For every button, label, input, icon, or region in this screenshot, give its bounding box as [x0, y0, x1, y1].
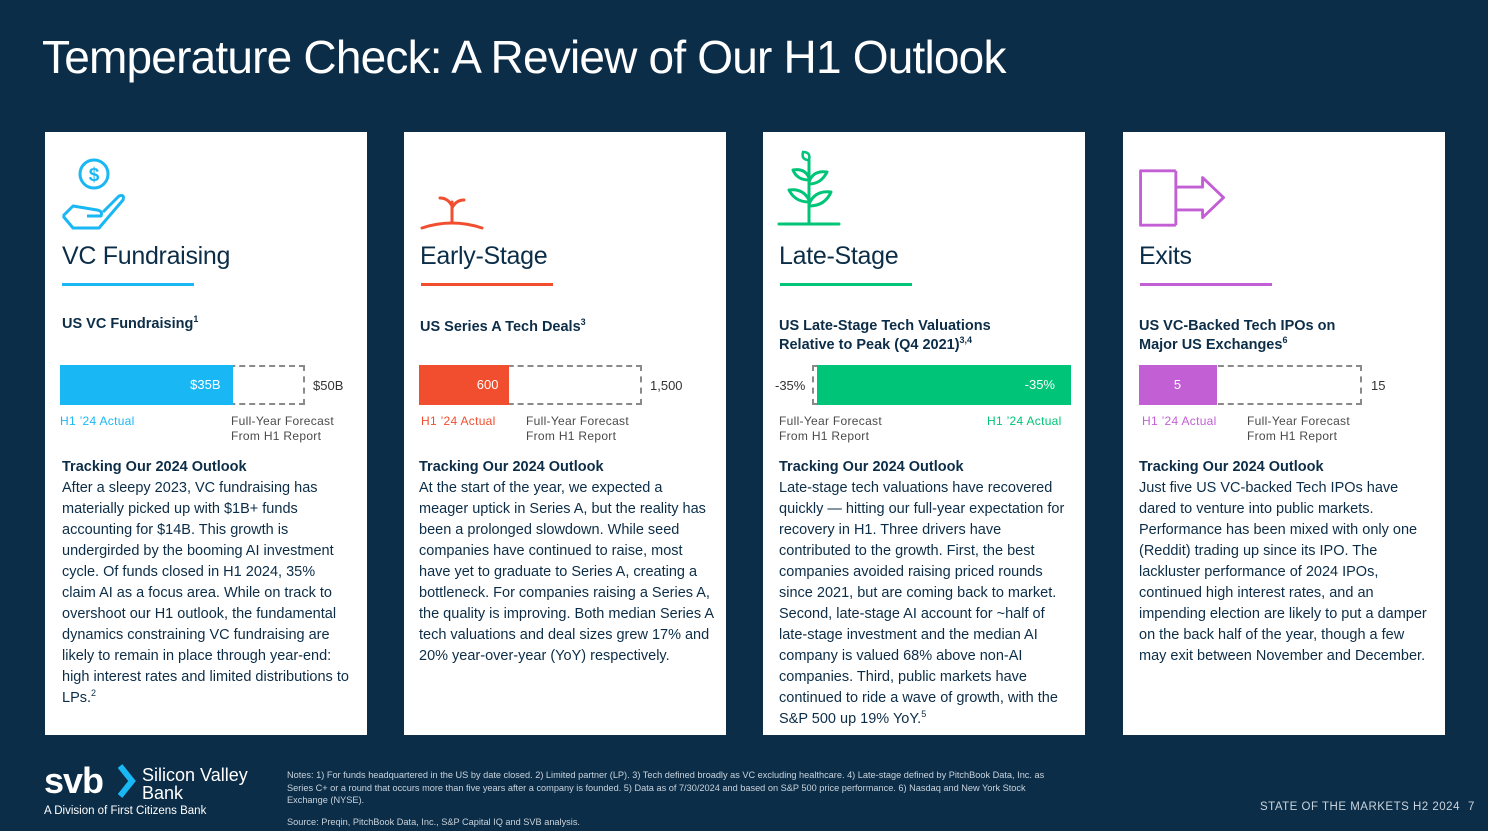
forecast-bar: 600	[418, 364, 642, 405]
actual-bar-label: 600	[476, 377, 499, 392]
logo-division: A Division of First Citizens Bank	[44, 805, 207, 817]
card-heading: Exits	[1139, 242, 1192, 270]
exit-arrow-icon	[1139, 169, 1225, 227]
forecast-value: -35%	[775, 378, 806, 393]
svg-text:$: $	[89, 165, 100, 186]
forecast-bar: 5	[1138, 364, 1362, 405]
card-body: After a sleepy 2023, VC fundraising has …	[62, 478, 352, 709]
tracking-heading: Tracking Our 2024 Outlook	[62, 459, 247, 475]
footnote-ref: 1	[193, 314, 199, 325]
legend-forecast-line1: Full-Year Forecast	[231, 414, 334, 428]
source-text: Source: Preqin, PitchBook Data, Inc., S&…	[287, 816, 580, 827]
card-early-stage: Early-Stage US Series A Tech Deals3 600 …	[404, 132, 726, 735]
legend-forecast-line2: From H1 Report	[779, 429, 870, 443]
legend-actual: H1 ’24 Actual	[1142, 414, 1217, 428]
heading-underline	[421, 283, 553, 286]
metric-title: US VC Fundraising1	[62, 315, 352, 334]
logo-name-line1: Silicon Valley	[142, 765, 248, 785]
metric-title-line2: Major US Exchanges	[1139, 337, 1283, 353]
legend-actual: H1 ’24 Actual	[60, 414, 135, 428]
heading-underline	[1140, 283, 1272, 286]
heading-underline	[780, 283, 912, 286]
legend-forecast-line1: Full-Year Forecast	[779, 414, 882, 428]
metric-title-line2: Relative to Peak (Q4 2021)	[779, 337, 960, 353]
legend-forecast: Full-Year Forecast From H1 Report	[526, 414, 629, 444]
legend-forecast-line2: From H1 Report	[526, 429, 617, 443]
logo-mark-text: svb	[44, 760, 104, 801]
logo-name-line2: Bank	[142, 783, 184, 803]
footnote-ref: 5	[921, 709, 927, 720]
card-body: At the start of the year, we expected a …	[419, 478, 714, 667]
card-exits: Exits US VC-Backed Tech IPOs on Major US…	[1123, 132, 1445, 735]
notes-text: Notes: 1) For funds headquartered in the…	[287, 770, 1045, 805]
page-title: Temperature Check: A Review of Our H1 Ou…	[42, 31, 1006, 83]
card-body-text: After a sleepy 2023, VC fundraising has …	[62, 480, 349, 706]
tracking-heading: Tracking Our 2024 Outlook	[419, 459, 604, 475]
tracking-heading: Tracking Our 2024 Outlook	[779, 459, 964, 475]
card-heading: Late-Stage	[779, 242, 899, 270]
money-hand-icon: $	[61, 158, 125, 230]
footnotes: Notes: 1) For funds headquartered in the…	[287, 769, 1057, 828]
heading-underline	[62, 283, 194, 286]
card-body: Late-stage tech valuations have recovere…	[779, 478, 1071, 730]
legend-forecast-line1: Full-Year Forecast	[1247, 414, 1350, 428]
actual-bar-label: -35%	[1024, 377, 1055, 392]
footnote-ref: 3,4	[959, 335, 973, 346]
forecast-value: 1,500	[650, 378, 683, 393]
tracking-heading: Tracking Our 2024 Outlook	[1139, 459, 1324, 475]
card-body: Just five US VC-backed Tech IPOs have da…	[1139, 478, 1431, 667]
forecast-value: 15	[1371, 378, 1386, 393]
legend-forecast: Full-Year Forecast From H1 Report	[1247, 414, 1350, 444]
forecast-bar: $35B	[59, 364, 305, 405]
card-body-text: Just five US VC-backed Tech IPOs have da…	[1139, 480, 1427, 664]
plant-icon	[777, 150, 841, 226]
forecast-bar: -35%	[812, 364, 1071, 405]
actual-bar: 5	[1138, 364, 1217, 405]
legend-actual: H1 ’24 Actual	[987, 414, 1062, 428]
card-vc-fundraising: $ VC Fundraising US VC Fundraising1 $35B…	[45, 132, 367, 735]
metric-title: US VC-Backed Tech IPOs on Major US Excha…	[1139, 317, 1429, 355]
forecast-value: $50B	[313, 378, 344, 393]
card-body-text: Late-stage tech valuations have recovere…	[779, 480, 1065, 727]
page-number: 7	[1468, 801, 1475, 813]
card-heading: VC Fundraising	[62, 242, 231, 270]
metric-title-text: US VC Fundraising	[62, 316, 194, 332]
footnote-ref: 6	[1282, 335, 1288, 346]
footnote-ref: 2	[91, 688, 97, 699]
legend-forecast-line2: From H1 Report	[231, 429, 322, 443]
metric-title-line1: US Late-Stage Tech Valuations	[779, 318, 991, 334]
card-late-stage: Late-Stage US Late-Stage Tech Valuations…	[763, 132, 1085, 735]
metric-title: US Series A Tech Deals3	[420, 318, 710, 337]
report-name: STATE OF THE MARKETS H2 2024	[1260, 801, 1460, 813]
actual-bar: 600	[418, 364, 509, 405]
actual-bar: $35B	[59, 364, 233, 405]
card-heading: Early-Stage	[420, 242, 548, 270]
logo-mark: svb	[44, 760, 136, 802]
metric-title-line1: US VC-Backed Tech IPOs on	[1139, 318, 1336, 334]
metric-title-text: US Series A Tech Deals	[420, 319, 581, 335]
legend-actual: H1 ’24 Actual	[421, 414, 496, 428]
logo-chevron-icon	[118, 764, 136, 798]
legend-forecast: Full-Year Forecast From H1 Report	[779, 414, 882, 444]
sprout-icon	[420, 196, 484, 230]
legend-forecast-line1: Full-Year Forecast	[526, 414, 629, 428]
actual-bar-label: $35B	[190, 377, 221, 392]
footnote-ref: 3	[580, 317, 586, 328]
logo-name: Silicon Valley Bank	[142, 766, 248, 802]
legend-forecast-line2: From H1 Report	[1247, 429, 1338, 443]
legend-forecast: Full-Year Forecast From H1 Report	[231, 414, 334, 444]
card-body-text: At the start of the year, we expected a …	[419, 480, 714, 664]
actual-bar: -35%	[817, 364, 1071, 405]
metric-title: US Late-Stage Tech Valuations Relative t…	[779, 317, 1069, 355]
actual-bar-label: 5	[1173, 377, 1182, 392]
